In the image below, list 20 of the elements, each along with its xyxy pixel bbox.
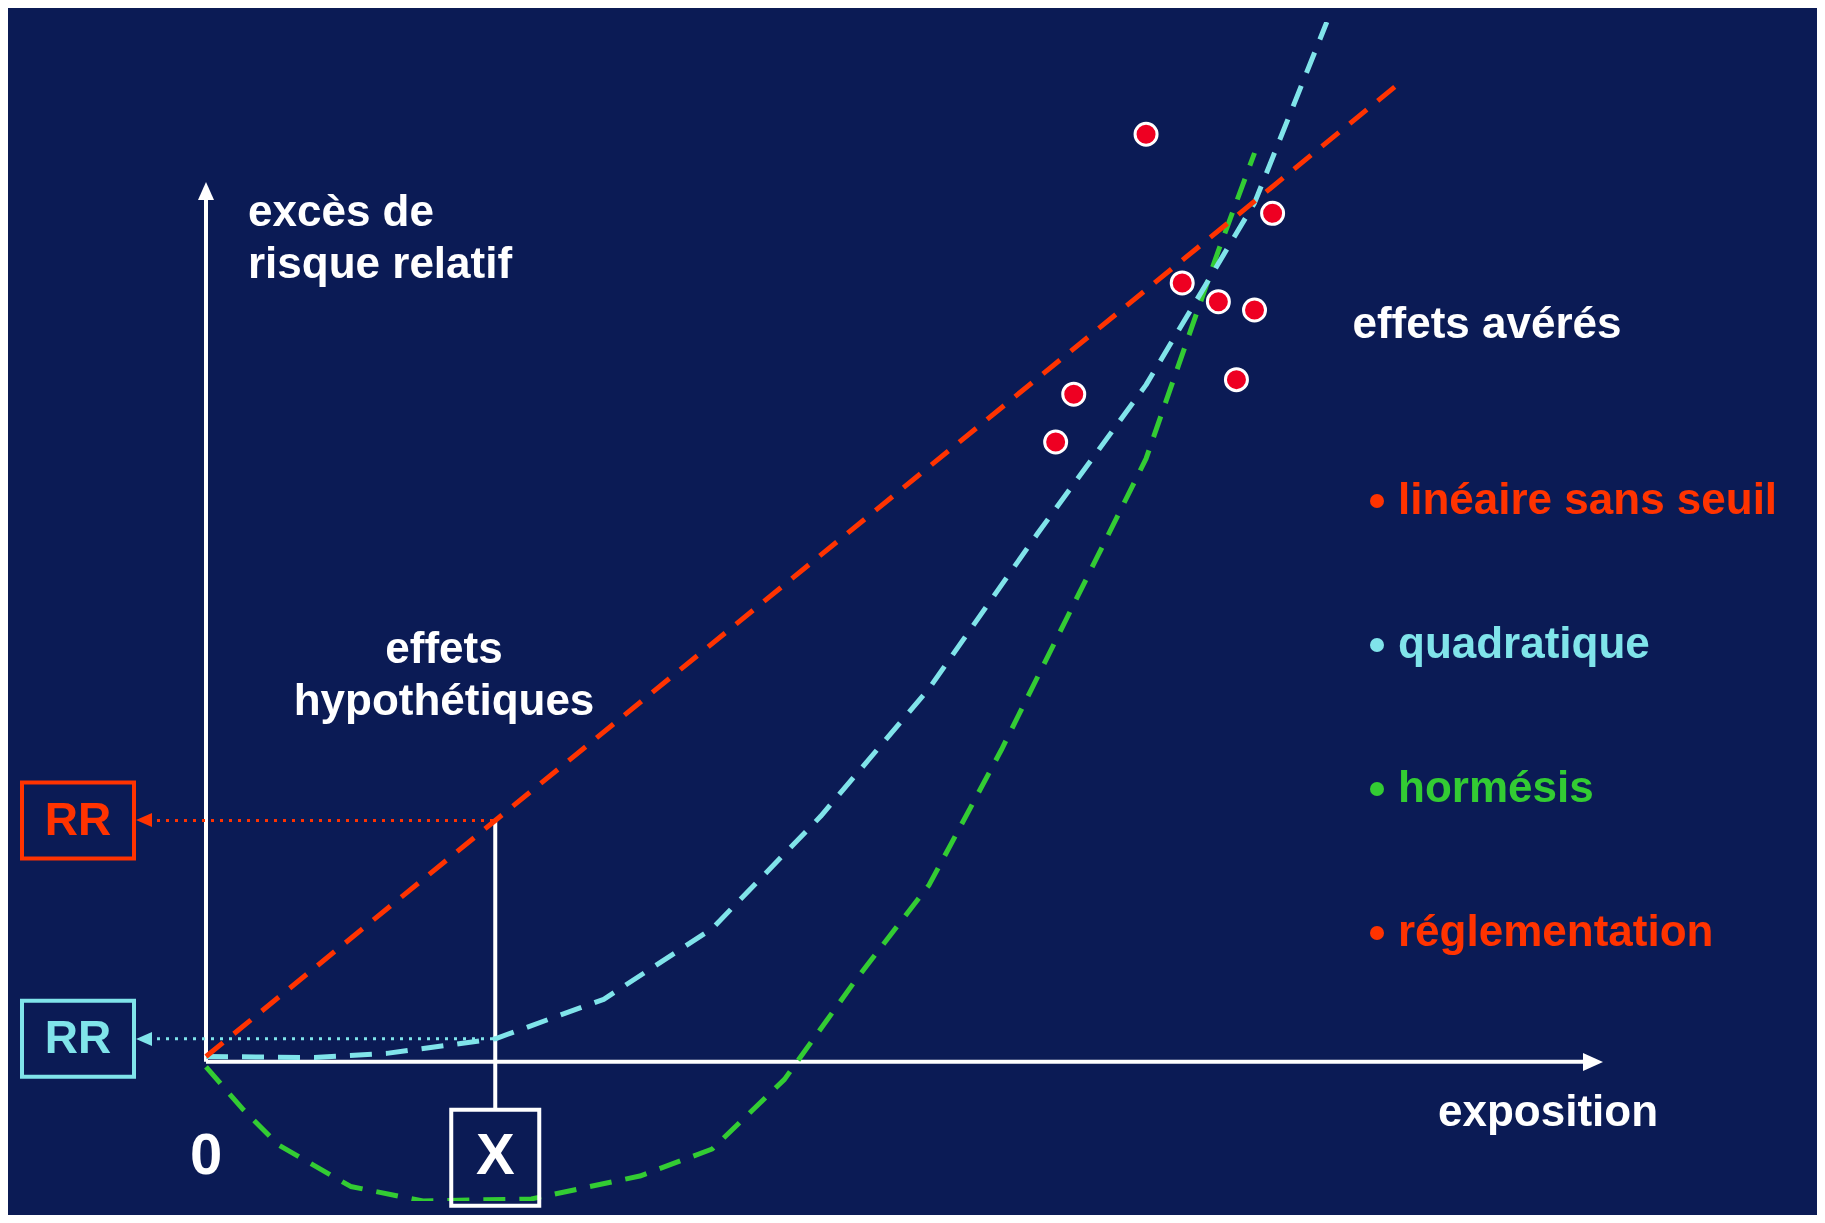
x-tick-label: X (475, 1120, 515, 1186)
ref-line-label: RR (44, 793, 112, 846)
point (1169, 270, 1195, 296)
ref-line-label: RR (44, 1011, 112, 1064)
point (1043, 429, 1069, 455)
legend-label: quadratique (1398, 618, 1650, 668)
point (1133, 121, 1159, 147)
annotation: réglementation (1398, 906, 1714, 956)
point (1223, 367, 1249, 393)
legend-label: hormésis (1398, 762, 1594, 812)
x-axis-title: exposition (1437, 1085, 1659, 1135)
annotation: effets avérés (1352, 298, 1622, 348)
x-tick-label: 0 (189, 1120, 223, 1186)
point (1260, 200, 1286, 226)
point (1061, 381, 1087, 407)
annotation: effets hypothétiques (293, 623, 595, 725)
y-axis-title: excès de risque relatif (248, 186, 513, 288)
legend-label: linéaire sans seuil (1398, 474, 1778, 524)
point (1205, 289, 1231, 315)
point (1242, 297, 1268, 323)
